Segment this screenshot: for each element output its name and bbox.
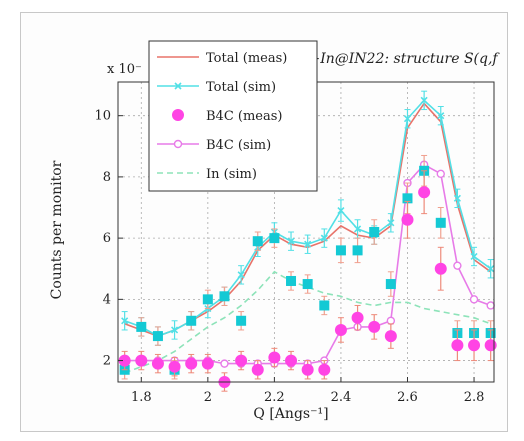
y-tick-label: 4 <box>103 292 111 307</box>
x-tick-label: 2 <box>204 390 212 405</box>
data-point <box>219 291 230 302</box>
x-tick-label: 1.8 <box>131 390 152 405</box>
data-point <box>168 360 181 373</box>
legend-marker <box>173 139 183 149</box>
data-point <box>301 363 314 376</box>
data-point <box>352 245 363 256</box>
data-point <box>468 339 481 352</box>
series-2 <box>118 170 497 392</box>
scale-label: x 10⁻ <box>107 62 142 77</box>
data-point <box>403 115 412 123</box>
data-point <box>386 316 396 325</box>
x-tick-label: 2.4 <box>331 390 352 405</box>
series-line <box>124 163 491 365</box>
data-point <box>252 236 263 247</box>
data-point <box>202 294 213 305</box>
data-point <box>269 233 280 244</box>
data-point <box>469 295 479 304</box>
chart-svg: 1.8 2 2.2 2.4 2.6 2.8 2 4 6 8 10 x 10⁻ l−In@IN22: … <box>49 40 500 422</box>
data-point <box>437 112 445 120</box>
data-point <box>151 357 164 370</box>
data-point <box>304 240 312 248</box>
legend-label: Total (meas) <box>206 51 287 66</box>
data-point <box>351 311 364 324</box>
data-point <box>486 301 495 310</box>
data-point <box>335 245 346 256</box>
legend-entry: B4C (meas) <box>172 109 283 124</box>
legend-label: Total (sim) <box>206 80 276 95</box>
data-point <box>135 354 148 367</box>
data-point <box>319 300 330 311</box>
legend-entry: B4C (sim) <box>157 138 271 153</box>
y-tick-label: 6 <box>103 231 111 246</box>
x-tick-label: 2.8 <box>464 390 485 405</box>
data-point <box>121 317 129 325</box>
data-point <box>385 279 396 290</box>
data-point <box>152 331 163 342</box>
figure-frame: 1.8 2 2.2 2.4 2.6 2.8 2 4 6 8 10 x 10⁻ l−In@IN22: … <box>20 12 508 432</box>
legend-label: In (sim) <box>206 167 257 182</box>
ticks: 1.8 2 2.2 2.4 2.6 2.8 2 4 6 8 10 <box>94 109 484 405</box>
chart-title: l−In@IN22: structure S(q,f <box>304 51 500 67</box>
data-point <box>286 275 297 286</box>
series-4 <box>124 270 491 374</box>
data-point <box>402 193 413 204</box>
legend: Total (meas) Total (sim) B4C (meas) B4C (si… <box>148 40 318 192</box>
data-point <box>368 320 381 333</box>
data-point <box>369 227 380 237</box>
data-point <box>451 339 464 352</box>
data-point <box>436 169 445 179</box>
data-point <box>418 186 431 199</box>
data-point <box>401 213 414 226</box>
data-point <box>384 330 397 343</box>
legend-marker <box>172 109 184 121</box>
series-layer <box>118 90 497 392</box>
legend-entry: Total (meas) <box>157 51 287 66</box>
data-point <box>453 194 461 202</box>
data-point <box>201 357 214 370</box>
data-point <box>302 279 313 290</box>
data-point <box>118 354 131 367</box>
data-point <box>171 326 179 334</box>
data-point <box>334 323 347 336</box>
x-tick-label: 2.2 <box>264 390 285 405</box>
data-point <box>320 234 328 242</box>
data-point <box>287 237 295 245</box>
data-point <box>185 357 198 370</box>
data-point <box>237 271 245 279</box>
data-point <box>387 219 395 227</box>
legend-label: B4C (sim) <box>206 138 271 153</box>
data-point <box>186 315 197 326</box>
data-point <box>337 207 345 215</box>
data-point <box>251 363 264 376</box>
data-point <box>235 354 248 367</box>
series-line <box>124 270 491 374</box>
data-point <box>236 315 247 326</box>
data-point <box>453 261 462 270</box>
y-tick-label: 2 <box>103 354 111 369</box>
legend-entry: In (sim) <box>157 167 257 182</box>
data-point <box>420 96 428 104</box>
legend-marker <box>174 82 182 90</box>
data-point <box>136 321 147 332</box>
legend-entry: Total (sim) <box>157 80 276 95</box>
data-point <box>435 217 446 228</box>
data-point <box>285 354 298 367</box>
y-tick-label: 8 <box>103 170 111 185</box>
data-point <box>484 339 497 352</box>
data-point <box>470 252 478 261</box>
y-tick-label: 10 <box>94 109 111 124</box>
data-point <box>318 363 331 376</box>
x-axis-label: Q [Angs⁻¹] <box>253 406 328 422</box>
legend-label: B4C (meas) <box>206 109 283 124</box>
data-point <box>354 225 362 233</box>
x-tick-label: 2.6 <box>397 390 418 405</box>
data-point <box>487 265 495 273</box>
data-point <box>220 359 229 368</box>
y-axis-label: Counts per monitor <box>49 160 65 299</box>
data-point <box>268 351 281 364</box>
data-point <box>434 262 447 275</box>
